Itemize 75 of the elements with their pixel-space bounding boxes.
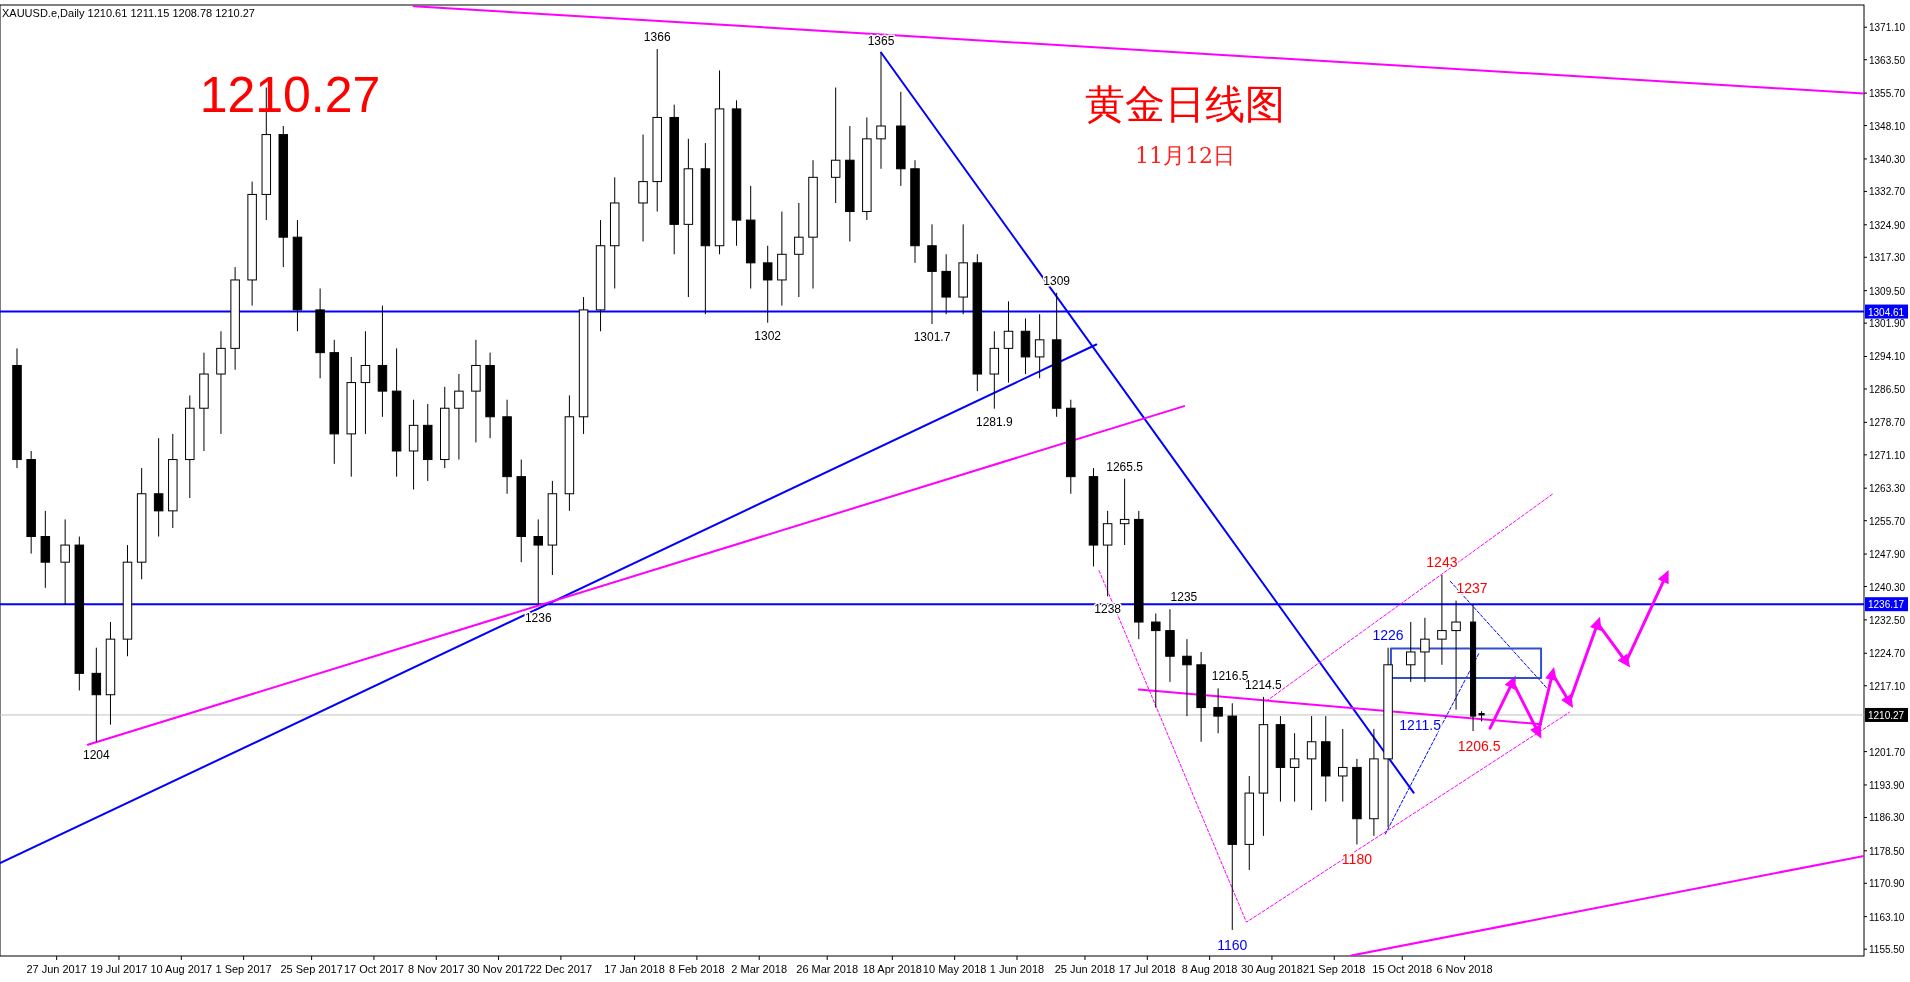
x-tick-label: 19 Jul 2017 [90, 963, 148, 975]
annotation: 1210.27 [199, 67, 381, 123]
y-tick-label: 1348.10 [1869, 120, 1906, 132]
x-tick-label: 6 Nov 2018 [1436, 963, 1493, 975]
y-tick-label: 1301.90 [1869, 318, 1906, 330]
y-tick-label: 1217.10 [1869, 680, 1906, 692]
y-tick-label: 1247.90 [1869, 549, 1906, 561]
y-tick-label: 1309.50 [1869, 285, 1906, 297]
y-tick-label: 1178.50 [1869, 845, 1905, 857]
x-tick-label: 15 Oct 2018 [1372, 963, 1433, 975]
y-tick-label: 1186.30 [1869, 812, 1905, 824]
annotation: 1243 [1426, 554, 1458, 570]
annotation: 1301.7 [913, 330, 951, 344]
y-tick-label: 1201.70 [1869, 746, 1906, 758]
y-tick-label: 1155.50 [1869, 944, 1905, 956]
x-tick-label: 22 Dec 2017 [529, 963, 593, 975]
y-tick-label: 1170.90 [1869, 878, 1905, 890]
y-tick-label: 1371.10 [1869, 22, 1906, 34]
x-tick-label: 8 Feb 2018 [669, 963, 725, 975]
x-tick-label: 25 Sep 2017 [280, 963, 343, 975]
y-tick-label: 1332.70 [1869, 186, 1906, 198]
annotation: 1204 [82, 747, 110, 762]
annotation: 1180 [1341, 851, 1373, 868]
x-tick-label: 27 Jun 2017 [26, 963, 87, 975]
annotation: 1235 [1170, 590, 1198, 605]
x-tick-label: 17 Jan 2018 [604, 963, 665, 975]
x-tick-label: 2 Mar 2018 [731, 963, 788, 975]
text: 11月12日 [1135, 143, 1235, 168]
annotation: 1365 [867, 34, 895, 49]
x-tick-label: 30 Nov 2017 [467, 963, 530, 975]
x-tick-label: 1 Jun 2018 [989, 963, 1045, 975]
x-tick-label: 18 Apr 2018 [862, 963, 923, 975]
y-tick-label: 1317.30 [1869, 252, 1906, 264]
x-tick-label: 30 Aug 2018 [1241, 963, 1303, 975]
y-tick-label: 1363.50 [1869, 54, 1906, 66]
x-tick-label: 21 Sep 2018 [1303, 963, 1366, 975]
annotation: 1160 [1217, 936, 1248, 953]
annotation: 1366 [643, 30, 671, 45]
text: 黄金日线图 [1085, 81, 1285, 127]
x-tick-label: 10 Aug 2017 [150, 963, 213, 975]
y-tick-label: 1163.10 [1869, 911, 1905, 923]
x-tick-label: 26 Mar 2018 [796, 963, 859, 975]
annotation: 1211.5 [1399, 716, 1442, 733]
y-tick-label: 1278.70 [1869, 417, 1906, 429]
y-tick-label: 1271.10 [1869, 449, 1906, 461]
annotation: 1226 [1372, 626, 1404, 643]
x-tick-label: 17 Oct 2017 [343, 963, 404, 975]
x-tick-label: 8 Aug 2018 [1181, 963, 1238, 975]
annotation: 1265.5 [1106, 459, 1144, 474]
ref-label: 1210.27 [1865, 707, 1908, 722]
y-tick-label: 1224.70 [1869, 648, 1906, 660]
y-tick-label: 1324.90 [1869, 219, 1906, 231]
y-tick-label: 1340.30 [1869, 153, 1906, 165]
y-tick-label: 1263.30 [1869, 483, 1906, 495]
ref-label: 1304.61 [1865, 304, 1908, 319]
ref-label: 1236.17 [1865, 597, 1908, 612]
x-tick-label: 1 Sep 2017 [215, 963, 272, 975]
annotation: 1237 [1456, 579, 1488, 596]
annotation: 1236 [524, 610, 552, 625]
y-tick-label: 1240.30 [1869, 581, 1906, 593]
y-tick-label: 1255.70 [1869, 515, 1906, 527]
x-tick-label: 25 Jun 2018 [1054, 963, 1116, 975]
y-tick-label: 1286.50 [1869, 383, 1906, 395]
annotation: 1281.9 [975, 414, 1013, 429]
x-tick-label: 17 Jul 2018 [1118, 963, 1176, 975]
annotation: 1302 [754, 328, 782, 343]
annotation: 1206.5 [1457, 738, 1501, 755]
y-tick-label: 1193.90 [1869, 779, 1905, 791]
x-tick-label: 8 Nov 2017 [408, 963, 465, 975]
y-tick-label: 1232.50 [1869, 614, 1906, 626]
x-tick-label: 10 May 2018 [922, 963, 987, 975]
annotation: XAUUSD.e,Daily 1210.61 1211.15 1208.78 1210.27 [2, 7, 255, 19]
y-tick-label: 1355.70 [1869, 88, 1906, 100]
annotation: 1238 [1094, 602, 1122, 617]
y-tick-label: 1294.10 [1869, 351, 1906, 363]
